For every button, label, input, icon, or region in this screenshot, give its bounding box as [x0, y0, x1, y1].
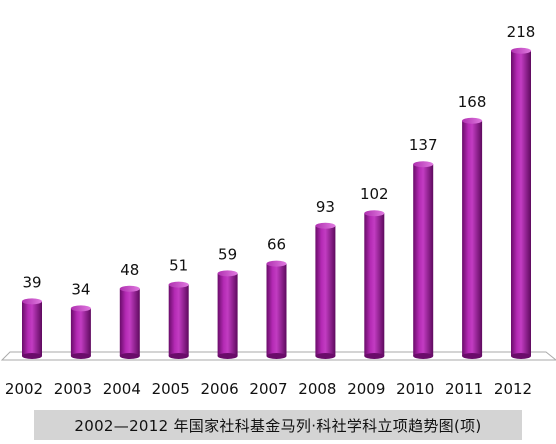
- value-label-2004: 48: [120, 261, 139, 279]
- bar-base-2002: [22, 353, 42, 359]
- x-tick-label-2005: 2005: [152, 380, 190, 398]
- bar-2004: [119, 288, 140, 356]
- value-label-2005: 51: [169, 257, 188, 275]
- bar-base-2005: [168, 353, 189, 359]
- bar-base-2011: [462, 353, 483, 359]
- chart-caption-bar: 2002—2012 年国家社科基金马列·科社学科立项趋势图(项): [34, 410, 522, 440]
- value-labels-group: 39 34 48 51 59 66 93 102 137 168 218: [22, 23, 535, 299]
- value-label-2011: 168: [458, 93, 487, 111]
- bar-2007: [266, 263, 287, 356]
- bar-cap-2006: [217, 270, 238, 277]
- bar-2005: [168, 284, 189, 356]
- bar-base-2003: [70, 353, 91, 359]
- bar-cap-2005: [168, 281, 189, 288]
- value-label-2003: 34: [71, 280, 90, 298]
- value-label-2007: 66: [267, 236, 286, 254]
- value-label-2012: 218: [507, 23, 536, 41]
- bar-cap-2011: [462, 117, 483, 124]
- bar-2006: [217, 273, 238, 356]
- value-label-2006: 59: [218, 245, 237, 263]
- bar-2009: [364, 213, 385, 356]
- x-tick-label-2002: 2002: [5, 380, 43, 398]
- bar-2008: [315, 225, 336, 356]
- x-tick-label-2009: 2009: [347, 380, 385, 398]
- bars-group: [22, 47, 531, 359]
- bar-2011: [462, 120, 483, 356]
- bar-base-2006: [217, 353, 238, 359]
- bar-base-2012: [511, 353, 531, 359]
- bar-2002: [22, 301, 42, 356]
- bar-base-2009: [364, 353, 385, 359]
- value-label-2010: 137: [409, 136, 438, 154]
- bar-base-2008: [315, 353, 336, 359]
- bar-cap-2002: [22, 298, 42, 305]
- bar-2012: [511, 50, 531, 357]
- x-tick-labels-group: 2002 2003 2004 2005 2006 2007 2008 2009 2010 2011…: [5, 380, 532, 398]
- bar-base-2010: [413, 353, 434, 359]
- bar-base-2004: [119, 353, 140, 359]
- bar-2010: [413, 164, 434, 356]
- x-tick-label-2004: 2004: [103, 380, 141, 398]
- value-label-2002: 39: [22, 273, 41, 291]
- value-label-2009: 102: [360, 185, 389, 203]
- bar-cap-2010: [413, 161, 434, 168]
- bar-cap-2003: [70, 305, 91, 312]
- bar-cap-2009: [364, 210, 385, 217]
- bar-cap-2008: [315, 222, 336, 229]
- x-tick-label-2006: 2006: [201, 380, 239, 398]
- bar-cap-2012: [511, 47, 531, 54]
- bar-2003: [70, 308, 91, 356]
- bar-cap-2004: [119, 285, 140, 292]
- x-tick-label-2007: 2007: [249, 380, 287, 398]
- x-tick-label-2008: 2008: [298, 380, 336, 398]
- bar-cap-2007: [266, 260, 287, 267]
- x-tick-label-2011: 2011: [445, 380, 483, 398]
- x-tick-label-2012: 2012: [494, 380, 532, 398]
- x-tick-label-2003: 2003: [54, 380, 92, 398]
- chart-caption: 2002—2012 年国家社科基金马列·科社学科立项趋势图(项): [74, 416, 482, 435]
- value-label-2008: 93: [316, 198, 335, 216]
- x-tick-label-2010: 2010: [396, 380, 434, 398]
- bar-base-2007: [266, 353, 287, 359]
